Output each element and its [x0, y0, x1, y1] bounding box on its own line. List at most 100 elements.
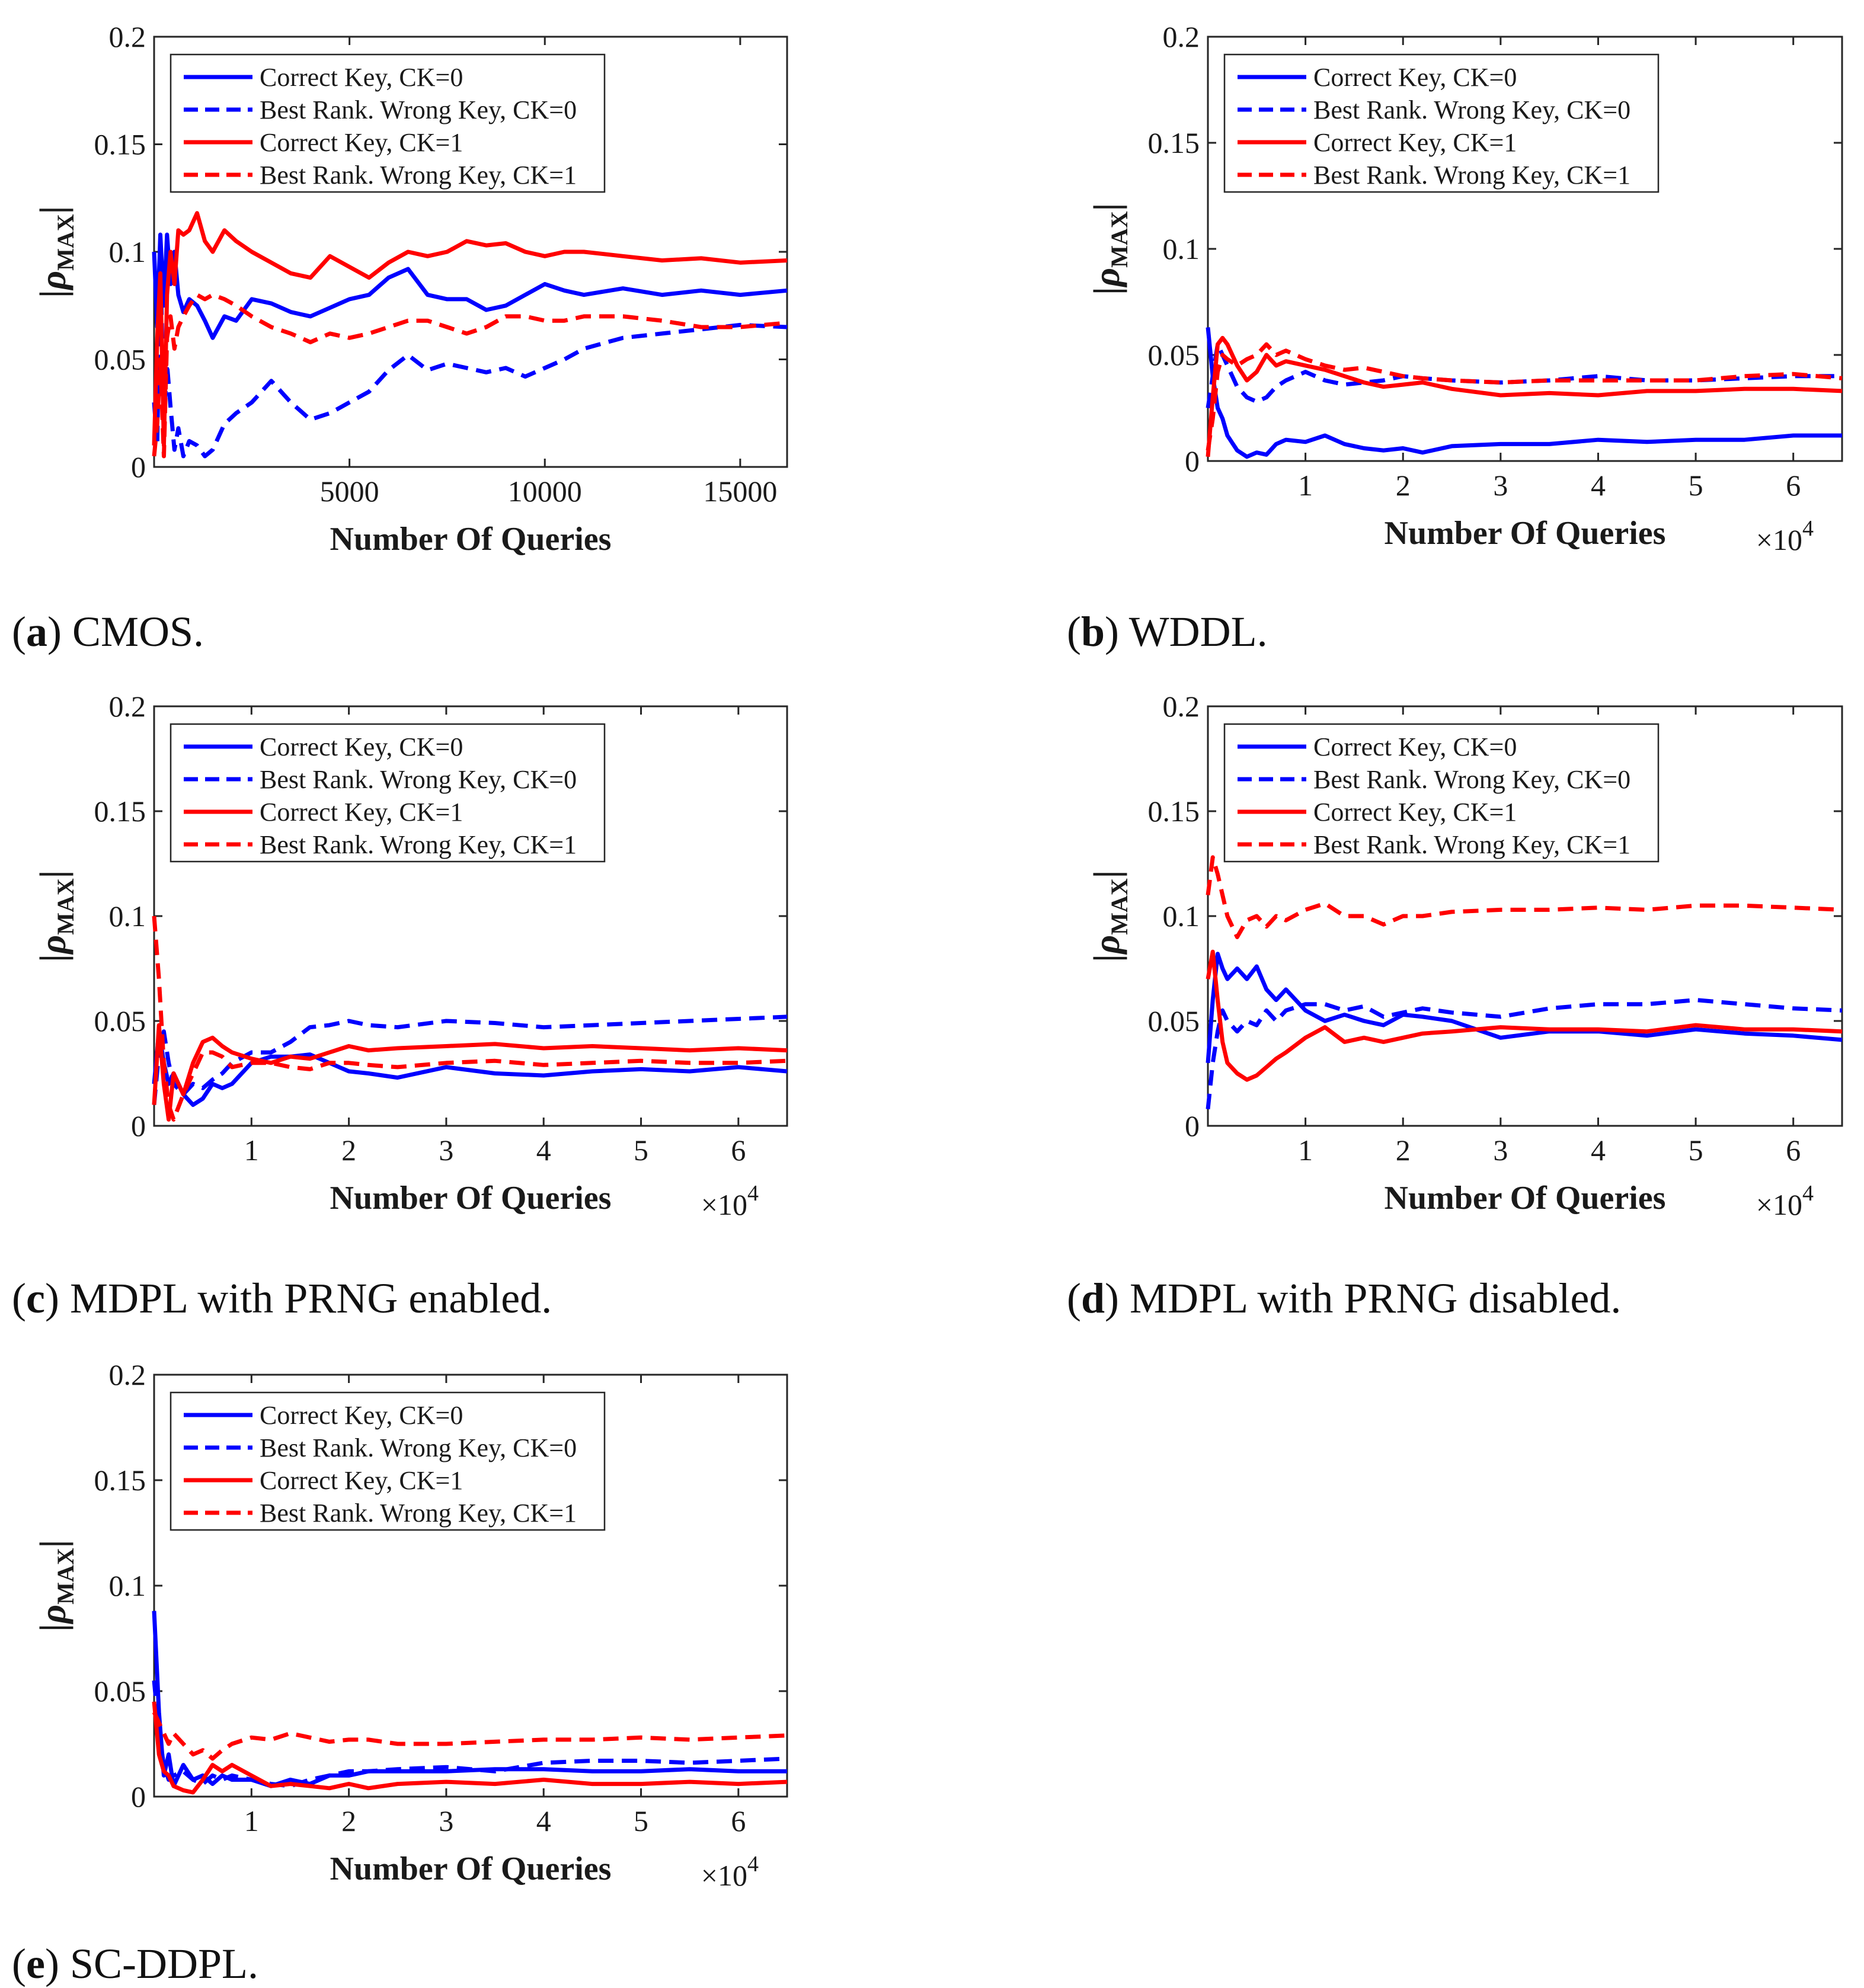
caption-text: CMOS.	[62, 608, 204, 655]
x-axis-multiplier: ×104	[1756, 516, 1814, 556]
panel-caption: (d) MDPL with PRNG disabled.	[1067, 1275, 1621, 1322]
series-line-2	[152, 1014, 788, 1105]
x-tick-label: 5000	[320, 475, 379, 508]
y-axis-title-close: |	[33, 206, 73, 215]
y-tick-label: 0.2	[109, 690, 146, 723]
caption-key: b	[1081, 608, 1105, 655]
x-tick-label: 1	[244, 1134, 259, 1167]
y-tick-label: 0.15	[94, 795, 146, 828]
legend-label-4: Best Rank. Wrong Key, CK=1	[260, 830, 577, 859]
caption-text: WDDL.	[1119, 608, 1268, 655]
caption-close: )	[45, 1940, 59, 1987]
y-tick-label: 0.2	[1163, 20, 1200, 53]
y-axis-title-subscript: MAX	[1106, 878, 1133, 935]
caption-close: )	[47, 608, 62, 655]
series-line-3	[1206, 949, 1843, 1082]
y-tick-label: 0.2	[109, 1358, 146, 1391]
legend-label-3: Correct Key, CK=1	[260, 798, 463, 827]
x-tick-label: 2	[341, 1134, 356, 1167]
y-axis-title-close: |	[1087, 203, 1127, 212]
y-tick-label: 0.15	[1148, 795, 1200, 828]
x-tick-label: 6	[1786, 469, 1801, 502]
x-tick-label: 5	[1689, 1134, 1703, 1167]
x-tick-label: 5	[1689, 469, 1703, 502]
x-multiplier-exponent: 4	[1802, 1181, 1814, 1206]
series-line-4	[1206, 342, 1843, 451]
y-axis-title: |ρMAX|	[33, 1540, 79, 1632]
y-tick-label: 0.05	[1148, 338, 1200, 372]
caption-close: )	[1105, 1275, 1119, 1322]
caption-text: MDPL with PRNG enabled.	[59, 1275, 552, 1322]
x-axis-multiplier: ×104	[701, 1181, 759, 1221]
y-axis-title: |ρMAX|	[33, 206, 79, 298]
y-axis-title-main: |ρ	[33, 271, 73, 298]
x-multiplier-exponent: 4	[747, 1181, 759, 1206]
y-tick-label: 0	[131, 1780, 146, 1813]
legend-label-2: Best Rank. Wrong Key, CK=0	[260, 1433, 577, 1462]
legend-label-1: Correct Key, CK=0	[260, 1401, 463, 1430]
x-axis-title: Number Of Queries	[330, 1180, 612, 1217]
series-line-3	[152, 1023, 788, 1122]
series-line-3	[152, 211, 788, 448]
legend-label-2: Best Rank. Wrong Key, CK=0	[260, 95, 577, 124]
caption-open: (	[12, 1940, 26, 1987]
series-line-4	[152, 915, 788, 1122]
y-tick-label: 0.05	[94, 1675, 146, 1708]
series-line-1	[1206, 327, 1842, 459]
panel-caption: (b) WDDL.	[1067, 608, 1268, 655]
x-multiplier-base: ×10	[1756, 523, 1802, 556]
series-line-4	[152, 1711, 788, 1761]
caption-open: (	[1067, 1275, 1081, 1322]
x-tick-label: 2	[341, 1804, 356, 1837]
y-axis-title-subscript: MAX	[52, 214, 79, 271]
x-tick-label: 3	[439, 1804, 453, 1837]
x-tick-label: 4	[536, 1804, 551, 1837]
x-tick-label: 3	[1493, 469, 1508, 502]
y-tick-label: 0.05	[94, 1004, 146, 1038]
x-tick-label: 15000	[703, 475, 777, 508]
y-axis-title-main: |ρ	[1087, 935, 1127, 962]
x-tick-label: 10000	[508, 475, 582, 508]
y-axis-title-close: |	[33, 870, 73, 879]
x-tick-label: 2	[1396, 1134, 1411, 1167]
series-line-2	[152, 249, 788, 459]
legend-label-3: Correct Key, CK=1	[260, 128, 463, 157]
series-line-3	[1206, 335, 1843, 457]
x-tick-label: 4	[1591, 469, 1606, 502]
legend-label-1: Correct Key, CK=0	[1313, 732, 1517, 761]
x-tick-label: 3	[439, 1134, 453, 1167]
caption-open: (	[1067, 608, 1081, 655]
caption-open: (	[12, 608, 26, 655]
legend-label-3: Correct Key, CK=1	[1313, 798, 1517, 827]
x-axis-multiplier: ×104	[701, 1852, 759, 1892]
x-tick-label: 4	[1591, 1134, 1606, 1167]
y-tick-label: 0.1	[109, 1569, 146, 1602]
legend: Correct Key, CK=0 Best Rank. Wrong Key, C…	[1223, 723, 1660, 863]
series-line-1	[1206, 952, 1843, 1064]
y-axis-title-main: |ρ	[33, 1605, 73, 1632]
x-multiplier-base: ×10	[701, 1188, 747, 1221]
chart-panel-a: 0 0.05 0.1 0.15 0.2 5000 10000 15000 Number Of Q…	[12, 20, 788, 655]
legend-label-4: Best Rank. Wrong Key, CK=1	[260, 1499, 577, 1528]
y-axis-title: |ρMAX|	[1087, 870, 1133, 962]
y-axis-title: |ρMAX|	[1087, 203, 1133, 295]
legend-label-2: Best Rank. Wrong Key, CK=0	[260, 765, 577, 794]
y-axis-title-close: |	[1087, 870, 1127, 879]
legend: Correct Key, CK=0 Best Rank. Wrong Key, C…	[170, 1391, 606, 1531]
x-tick-label: 6	[1786, 1134, 1801, 1167]
caption-close: )	[1105, 608, 1119, 655]
caption-key: c	[26, 1275, 45, 1322]
y-axis-title-main: |ρ	[1087, 268, 1127, 295]
y-axis-title-main: |ρ	[33, 935, 73, 962]
series-line-1	[152, 1029, 788, 1107]
x-tick-label: 5	[634, 1804, 648, 1837]
x-tick-label: 1	[244, 1804, 259, 1837]
legend-label-3: Correct Key, CK=1	[1313, 128, 1517, 157]
series-line-1	[152, 1611, 787, 1788]
series-line-4	[1206, 855, 1843, 939]
x-multiplier-base: ×10	[1756, 1188, 1802, 1221]
legend: Correct Key, CK=0 Best Rank. Wrong Key, C…	[170, 723, 606, 863]
x-tick-label: 6	[731, 1134, 746, 1167]
